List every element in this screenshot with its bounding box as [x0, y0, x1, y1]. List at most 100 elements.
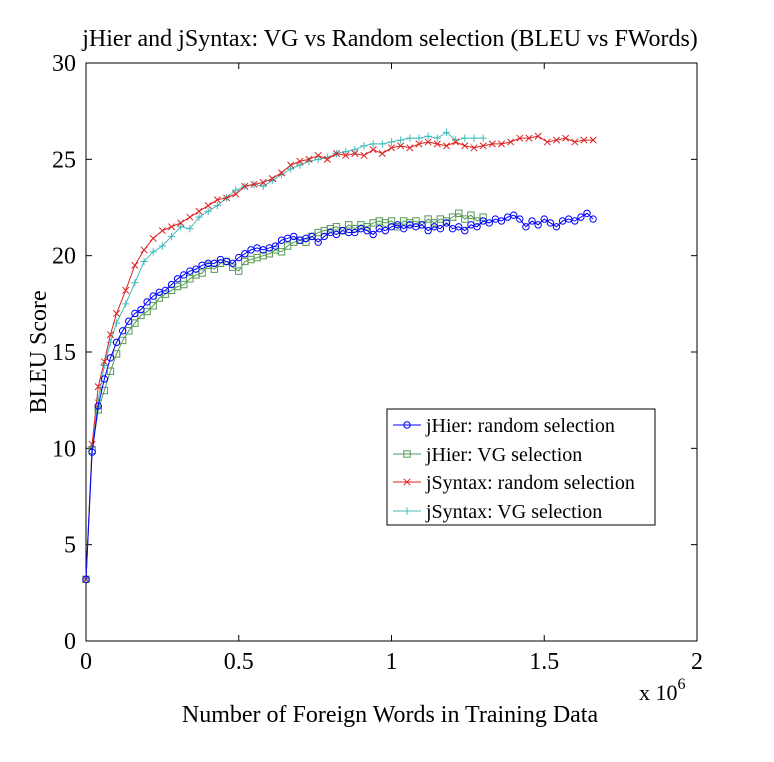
data-point-plus [158, 242, 167, 250]
data-point-circle [308, 232, 316, 241]
data-point-plus [195, 213, 203, 221]
data-point-x [100, 358, 108, 366]
data-point-x [268, 175, 276, 183]
data-point-x [397, 142, 405, 150]
data-point-square [235, 267, 243, 275]
data-point-plus [369, 140, 377, 148]
data-point-circle [167, 280, 176, 289]
data-point-circle [82, 575, 90, 584]
data-point-x [186, 213, 194, 221]
data-point-x [470, 144, 478, 152]
x-axis-multiplier-base: x 10 [639, 680, 678, 705]
data-point-plus [396, 136, 405, 144]
data-point-x [424, 138, 432, 146]
data-point-plus [122, 300, 130, 308]
data-point-plus [387, 138, 396, 146]
data-point-circle [94, 402, 102, 410]
legend-item: jHier: random selection [393, 415, 615, 437]
data-point-square [455, 209, 463, 217]
series-group [82, 209, 597, 584]
legend-label: jSyntax: random selection [425, 472, 635, 494]
data-point-plus [177, 223, 185, 231]
data-point-x [552, 136, 561, 144]
data-point-plus [424, 132, 432, 140]
data-point-circle [210, 259, 219, 268]
data-point-x [332, 149, 341, 158]
data-point-circle [314, 238, 322, 246]
data-point-x [452, 138, 460, 146]
data-point-circle [106, 354, 115, 362]
data-point-circle [418, 221, 426, 229]
data-point-square [442, 217, 451, 225]
data-point-x [222, 194, 231, 202]
data-point-circle [241, 250, 249, 258]
data-point-plus [231, 186, 240, 194]
data-point-x [342, 151, 350, 160]
data-point-circle [112, 338, 121, 347]
y-tick-label: 30 [52, 51, 76, 77]
data-point-x [204, 202, 212, 210]
data-point-x [525, 134, 533, 142]
data-point-x [571, 138, 579, 146]
data-point-plus [286, 165, 295, 173]
data-point-x [488, 140, 496, 148]
data-point-x [122, 286, 130, 294]
data-point-circle [461, 226, 469, 235]
data-point-x [369, 146, 377, 154]
y-tick-label: 10 [52, 436, 76, 462]
data-point-plus [167, 232, 176, 241]
data-point-plus [378, 140, 387, 148]
chart-legend: jHier: random selection jHier: VG selecti… [386, 408, 656, 526]
data-point-square [149, 302, 157, 310]
data-point-x [562, 134, 570, 142]
data-point-plus [351, 146, 359, 154]
data-point-circle [400, 224, 408, 233]
data-point-circle [369, 230, 377, 239]
data-point-square [283, 242, 292, 250]
data-point-plus [479, 134, 487, 142]
data-point-plus [470, 134, 478, 142]
data-point-square [277, 248, 286, 256]
data-point-x [497, 140, 506, 148]
data-point-x [403, 478, 411, 486]
data-point-circle [363, 226, 371, 235]
data-point-plus [433, 134, 442, 142]
data-point-square [186, 275, 194, 283]
data-point-square [479, 213, 487, 221]
y-tick-label: 5 [64, 533, 76, 559]
data-point-circle [88, 448, 96, 456]
data-point-x [140, 246, 148, 254]
data-point-x [589, 136, 597, 144]
data-point-circle [455, 223, 463, 231]
data-point-x [479, 142, 487, 150]
data-point-square [345, 221, 353, 229]
data-point-plus [149, 248, 157, 256]
data-point-x [131, 261, 139, 269]
data-point-circle [424, 226, 432, 235]
y-axis-ticks: 0 5 10 15 20 25 30 [52, 51, 697, 655]
data-point-x [351, 149, 359, 158]
data-point-x [195, 207, 203, 215]
data-point-plus [360, 142, 368, 150]
data-point-x [534, 132, 542, 140]
y-axis-label: BLEU Score [26, 290, 52, 413]
data-point-plus [314, 155, 322, 164]
data-point-square [180, 280, 188, 289]
data-point-plus [403, 507, 411, 515]
data-point-x [433, 140, 441, 148]
data-point-circle [125, 317, 133, 325]
data-point-circle [161, 286, 170, 295]
legend-item: jSyntax: VG selection [393, 501, 602, 523]
data-point-square [424, 215, 432, 223]
data-point-plus [341, 147, 350, 156]
data-point-plus [442, 128, 451, 137]
data-point-square [461, 215, 469, 223]
data-point-plus [296, 161, 304, 169]
data-point-square [210, 265, 219, 273]
data-point-square [198, 269, 206, 277]
chart-title: jHier and jSyntax: VG vs Random selectio… [81, 26, 698, 52]
legend-label: jHier: random selection [425, 415, 615, 437]
data-point-circle [381, 226, 390, 235]
y-tick-label: 25 [52, 147, 76, 173]
